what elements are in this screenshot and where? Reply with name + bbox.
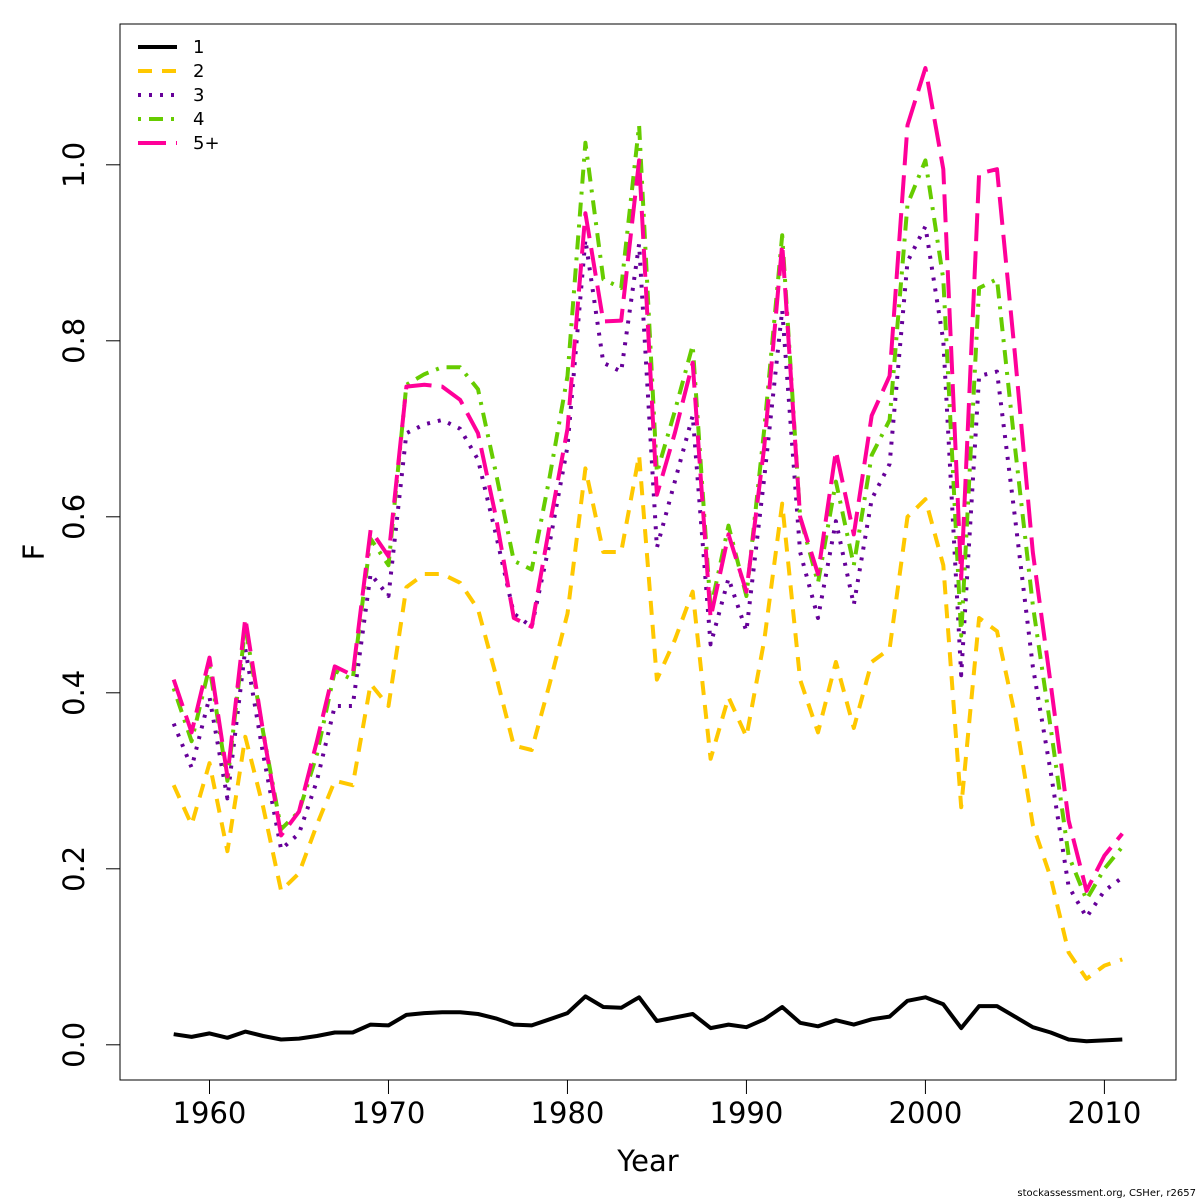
legend-label: 1 [193,37,204,58]
legend-label: 3 [193,85,204,106]
y-axis: 0.0 0.2 0.4 0.6 0.8 1.0 [57,142,121,1068]
y-tick-label: 1.0 [57,142,91,188]
legend-label: 4 [193,109,204,130]
legend: 1 2 3 4 5+ [138,37,220,154]
y-tick-label: 0.2 [57,846,91,892]
y-tick-label: 0.0 [57,1022,91,1068]
series-layer [171,66,1124,1044]
series-line-4 [171,123,1124,902]
series-line-3 [171,224,1124,920]
y-tick-label: 0.4 [57,670,91,716]
x-tick-label: 1980 [531,1096,605,1130]
series-line-1 [173,994,1123,1044]
x-tick-label: 1990 [710,1096,784,1130]
legend-label: 5+ [193,133,220,154]
x-tick-label: 1960 [173,1096,247,1130]
credit-text: stockassessment.org, CSHer, r2657 [1017,1188,1196,1199]
x-axis: 1960 1970 1980 1990 2000 2010 [173,1079,1142,1130]
y-tick-label: 0.6 [57,494,91,540]
y-axis-title: F [17,544,51,561]
plot-frame [119,23,1177,1081]
y-tick-label: 0.8 [57,318,91,364]
legend-label: 2 [193,61,204,82]
x-tick-label: 1970 [352,1096,426,1130]
x-tick-label: 2000 [889,1096,963,1130]
series-line-2 [171,453,1123,981]
series-line-5 [171,66,1124,893]
x-tick-label: 2010 [1068,1096,1142,1130]
x-axis-title: Year [616,1144,678,1178]
